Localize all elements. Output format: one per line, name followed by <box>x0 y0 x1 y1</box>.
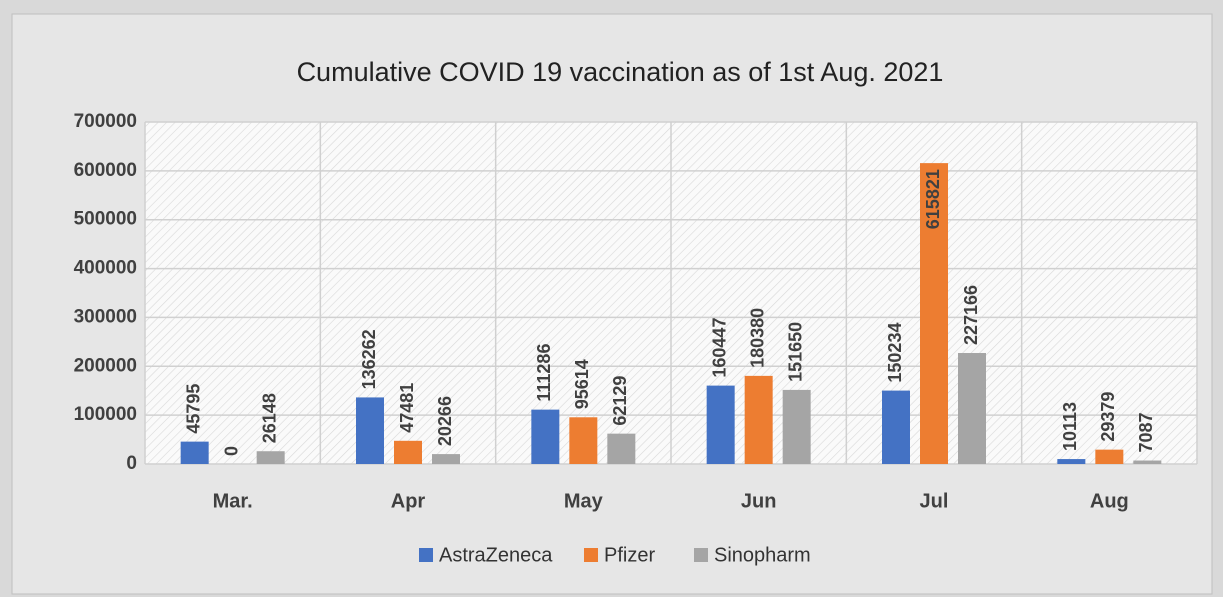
bar <box>607 433 636 464</box>
x-tick-label: Mar. <box>213 490 253 512</box>
data-label: 111286 <box>534 344 554 402</box>
data-label: 10113 <box>1060 402 1080 451</box>
y-tick-label: 200000 <box>74 355 137 376</box>
data-label: 227166 <box>961 285 981 345</box>
data-label: 47481 <box>397 383 417 433</box>
bar <box>180 441 209 464</box>
data-label: 26148 <box>259 393 279 443</box>
bar <box>394 440 422 464</box>
data-label: 95614 <box>572 359 592 409</box>
data-label: 62129 <box>610 376 630 426</box>
bar <box>569 417 598 464</box>
bar <box>744 375 773 464</box>
bar <box>958 353 986 464</box>
legend-swatch <box>694 548 708 562</box>
bar <box>782 389 811 464</box>
data-label: 45795 <box>183 384 203 434</box>
data-label: 160447 <box>709 318 729 378</box>
x-tick-label: Apr <box>391 490 426 512</box>
data-label: 7087 <box>1136 412 1156 452</box>
y-tick-label: 400000 <box>74 258 137 279</box>
y-tick-label: 0 <box>126 453 137 474</box>
x-tick-label: May <box>564 490 604 512</box>
legend-label: Pfizer <box>604 544 655 566</box>
data-label: 20266 <box>435 396 455 446</box>
bar <box>531 409 560 464</box>
legend-label: AstraZeneca <box>439 544 553 566</box>
bar <box>920 163 948 465</box>
y-tick-label: 500000 <box>74 209 137 230</box>
bar <box>1057 459 1086 464</box>
bar <box>882 390 910 464</box>
y-tick-label: 600000 <box>74 160 137 181</box>
x-tick-label: Jun <box>741 490 777 512</box>
bar <box>706 385 735 464</box>
legend-swatch <box>584 548 598 562</box>
y-tick-label: 100000 <box>74 404 137 425</box>
y-tick-label: 300000 <box>74 306 137 327</box>
x-tick-label: Jul <box>920 490 949 512</box>
bar <box>256 451 285 464</box>
data-label: 150234 <box>885 323 905 383</box>
bar <box>432 454 460 464</box>
data-label: 615821 <box>923 169 943 229</box>
data-label: 136262 <box>359 329 379 389</box>
data-label: 180380 <box>747 308 767 368</box>
y-tick-label: 700000 <box>74 111 137 132</box>
chart-title: Cumulative COVID 19 vaccination as of 1s… <box>297 57 944 87</box>
bar <box>1133 460 1162 464</box>
x-tick-label: Aug <box>1090 490 1129 512</box>
data-label: 151650 <box>785 322 805 382</box>
data-label: 0 <box>221 446 241 456</box>
bar <box>356 397 384 464</box>
legend-swatch <box>419 548 433 562</box>
bar <box>1095 449 1124 464</box>
data-label: 29379 <box>1098 392 1118 442</box>
legend-label: Sinopharm <box>714 544 811 566</box>
